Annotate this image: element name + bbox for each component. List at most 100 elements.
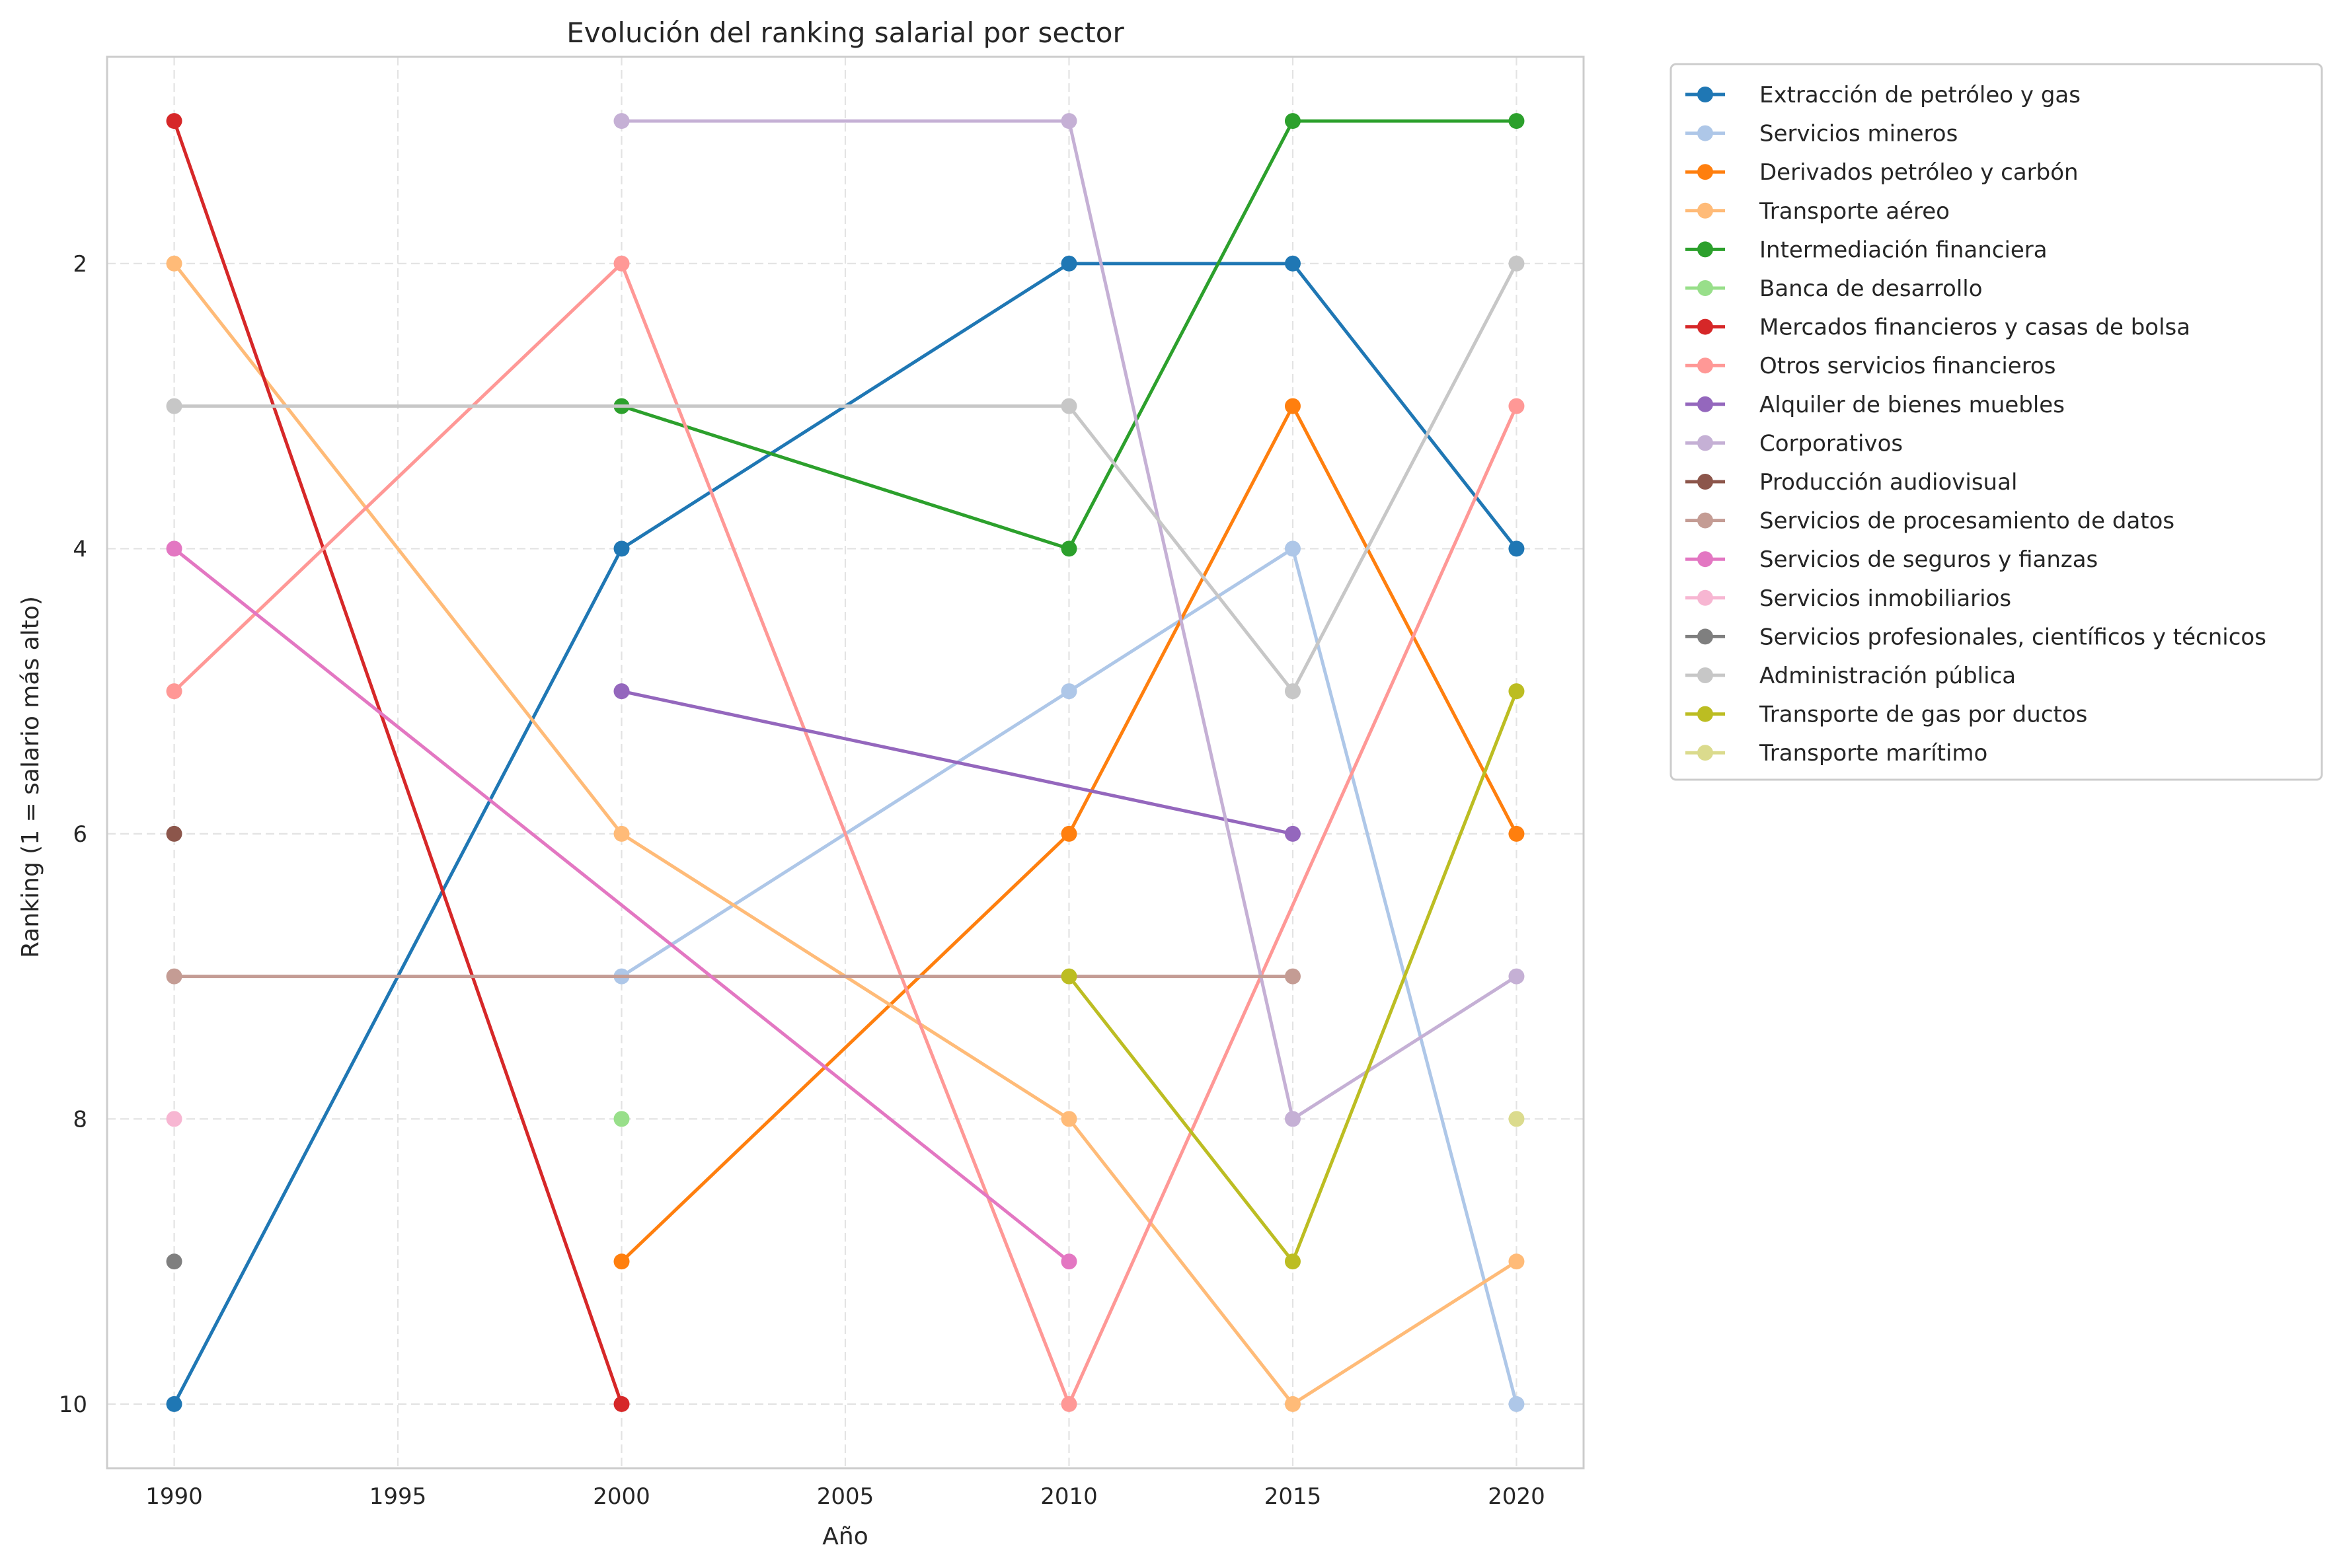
legend-item: Mercados financieros y casas de bolsa [1685,315,2190,341]
data-point [166,1253,182,1270]
legend-label: Intermediación financiera [1759,237,2048,263]
data-point [1061,1253,1077,1270]
series-line [621,119,1517,550]
legend-marker [1697,512,1713,529]
data-point [1508,255,1525,272]
data-point [1508,541,1525,557]
y-tick-label: 2 [73,251,87,278]
series-line [173,547,1071,1263]
data-point [1061,398,1077,414]
data-point [166,113,182,130]
data-point [613,1111,630,1127]
legend-item: Transporte de gas por ductos [1685,702,2087,728]
series-line [173,120,623,1405]
series [166,255,1525,1412]
legend-label: Mercados financieros y casas de bolsa [1759,315,2190,341]
legend-label: Administración pública [1759,663,2016,689]
legend-item: Transporte aéreo [1685,198,1950,225]
series-line [174,262,1518,693]
data-point [1508,683,1525,700]
legend-label: Servicios profesionales, científicos y t… [1759,624,2266,650]
y-tick-label: 4 [73,536,87,562]
data-point [166,255,182,272]
legend-item: Alquiler de bienes muebles [1685,392,2065,418]
legend-marker [1697,396,1713,412]
data-point [613,1253,630,1270]
data-point [1508,113,1525,130]
series [613,683,1301,842]
data-point [166,541,182,557]
data-point [1284,1111,1301,1127]
data-point [613,1396,630,1412]
legend-marker [1697,241,1713,258]
legend-item: Banca de desarrollo [1685,276,1983,302]
data-point [1284,683,1301,700]
series [166,825,182,842]
legend-label: Extracción de petróleo y gas [1759,82,2081,108]
legend-label: Transporte de gas por ductos [1759,702,2087,728]
data-point [1508,398,1525,414]
series [166,541,1077,1270]
legend-marker [1697,280,1713,296]
legend-marker [1697,551,1713,568]
y-tick-label: 10 [59,1392,87,1418]
data-point [1508,1253,1525,1270]
legend-item: Transporte marítimo [1685,740,1987,766]
data-point [166,1396,182,1412]
legend-marker [1697,745,1713,761]
data-point [1061,1396,1077,1412]
legend-marker [1697,87,1713,102]
series [166,1111,182,1127]
x-tick-label: 2005 [817,1483,874,1510]
x-tick-label: 1990 [145,1483,203,1510]
data-point [1284,541,1301,557]
series [1508,1111,1525,1127]
data-point [1284,1396,1301,1412]
data-point [1061,255,1077,272]
series-line [621,689,1293,836]
data-point [1508,825,1525,842]
data-point [1284,398,1301,414]
legend-item: Administración pública [1685,663,2016,689]
x-tick-label: 2020 [1488,1483,1545,1510]
legend-item: Servicios inmobiliarios [1685,585,2011,612]
legend-label: Alquiler de bienes muebles [1759,392,2065,418]
legend-marker [1697,357,1713,374]
data-point [166,825,182,842]
series [166,255,1525,1412]
legend-label: Banca de desarrollo [1759,276,1983,302]
data-point [613,825,630,842]
legend-marker [1697,589,1713,606]
legend-label: Producción audiovisual [1759,469,2017,496]
legend-marker [1697,474,1713,490]
data-point [1284,825,1301,842]
data-point [166,683,182,700]
legend-item: Otros servicios financieros [1685,353,2055,379]
x-tick-label: 2010 [1040,1483,1098,1510]
data-point [613,541,630,557]
x-axis-label: Año [822,1523,868,1550]
series [613,113,1525,1127]
legend-item: Servicios de procesamiento de datos [1685,508,2174,535]
series [166,1253,182,1270]
series-line [621,119,1517,1121]
series-line [173,262,1518,1406]
y-axis-label: Ranking (1 = salario más alto) [17,596,44,958]
axis-ticks: 1990 1995 2000 2005 2010 2015 2020 2 4 6 8 10 [59,251,1545,1510]
data-point [1284,1253,1301,1270]
data-point [166,1111,182,1127]
legend-label: Servicios de procesamiento de datos [1759,508,2174,535]
data-point [1061,1111,1077,1127]
data-point [1284,113,1301,130]
legend-item: Servicios mineros [1685,121,1958,147]
data-point [613,255,630,272]
series-lines [166,113,1525,1412]
grid [107,57,1584,1468]
legend-item: Servicios de seguros y fianzas [1685,546,2098,573]
legend-marker [1697,125,1713,141]
data-point [166,398,182,414]
x-tick-label: 1995 [369,1483,427,1510]
data-point [1061,683,1077,700]
data-point [1508,1111,1525,1127]
